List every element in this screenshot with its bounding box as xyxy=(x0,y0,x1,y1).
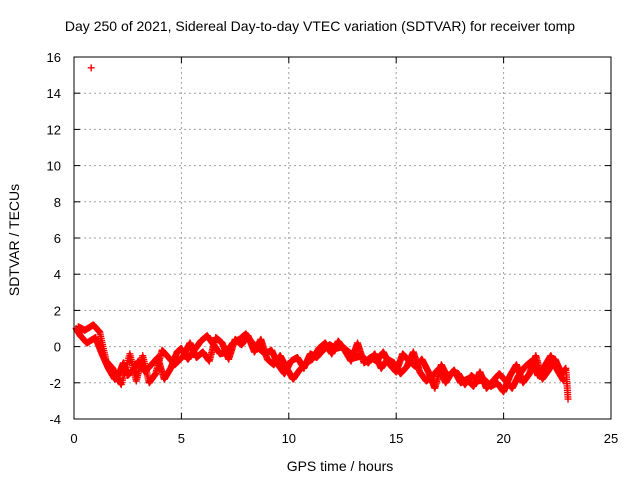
y-tick-label: -4 xyxy=(49,412,61,427)
data-point xyxy=(87,64,95,72)
data-points xyxy=(72,64,572,403)
y-tick-label: 2 xyxy=(54,303,61,318)
y-tick-label: 4 xyxy=(54,267,61,282)
y-tick-label: 14 xyxy=(47,86,61,101)
chart-title: Day 250 of 2021, Sidereal Day-to-day VTE… xyxy=(64,18,576,34)
x-tick-label: 20 xyxy=(496,431,510,446)
y-tick-label: 16 xyxy=(47,50,61,65)
x-tick-label: 25 xyxy=(604,431,618,446)
x-axis-label: GPS time / hours xyxy=(286,458,394,474)
y-tick-label: 0 xyxy=(54,340,61,355)
data-point xyxy=(564,395,572,403)
x-tick-label: 5 xyxy=(178,431,185,446)
x-tick-label: 15 xyxy=(389,431,403,446)
y-tick-label: 6 xyxy=(54,231,61,246)
y-tick-label: -2 xyxy=(49,376,61,391)
data-point xyxy=(560,377,568,385)
x-tick-label: 0 xyxy=(70,431,77,446)
y-tick-label: 8 xyxy=(54,195,61,210)
plot-frame xyxy=(73,56,612,420)
y-tick-label: 12 xyxy=(47,122,61,137)
y-axis-label: SDTVAR / TECUs xyxy=(6,183,22,297)
x-tick-label: 10 xyxy=(282,431,296,446)
y-tick-label: 10 xyxy=(47,159,61,174)
